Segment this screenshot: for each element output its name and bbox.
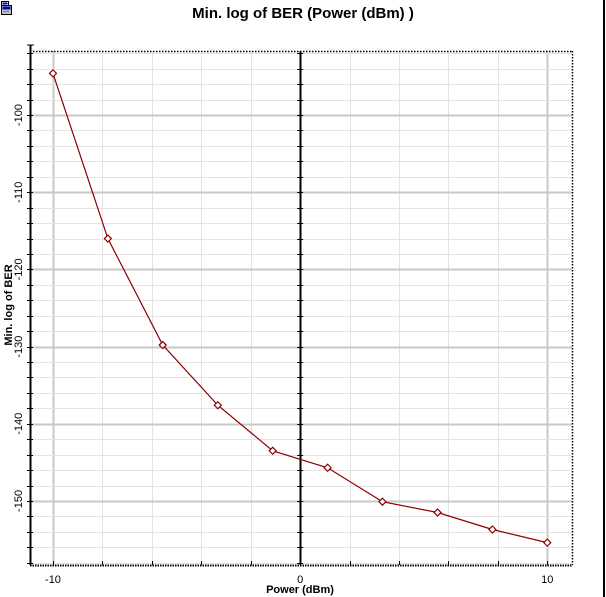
data-point-marker <box>158 340 168 350</box>
y-tick-label: -130 <box>13 336 25 358</box>
data-point-marker <box>488 525 497 534</box>
data-point-marker <box>103 234 113 243</box>
y-tick-label: -110 <box>13 182 25 203</box>
data-point-marker <box>378 497 387 507</box>
axes <box>27 44 574 567</box>
x-axis-label: Power (dBm) <box>266 584 334 596</box>
x-tick-label: -10 <box>45 574 61 586</box>
data-series <box>48 69 552 547</box>
x-tick-label: 10 <box>541 574 553 586</box>
data-point-marker <box>323 463 332 473</box>
data-point-marker <box>433 508 442 517</box>
series-line <box>52 73 548 544</box>
y-tick-label: -150 <box>13 490 25 512</box>
x-tick-label: 0 <box>297 574 303 586</box>
y-tick-label: -100 <box>13 104 25 126</box>
window-right-border <box>603 0 605 597</box>
chart-title: Min. log of BER (Power (dBm) ) <box>192 5 414 22</box>
data-point-marker <box>542 538 552 547</box>
chart-window-icon[interactable] <box>1 1 12 15</box>
data-point-marker <box>268 446 278 456</box>
data-point-marker <box>213 400 223 410</box>
tick-labels: -10 0 10-100-110-120-130-140-150 <box>13 104 553 586</box>
y-tick-label: -140 <box>13 413 25 435</box>
y-tick-label: -120 <box>13 258 25 280</box>
data-point-marker <box>48 69 58 78</box>
